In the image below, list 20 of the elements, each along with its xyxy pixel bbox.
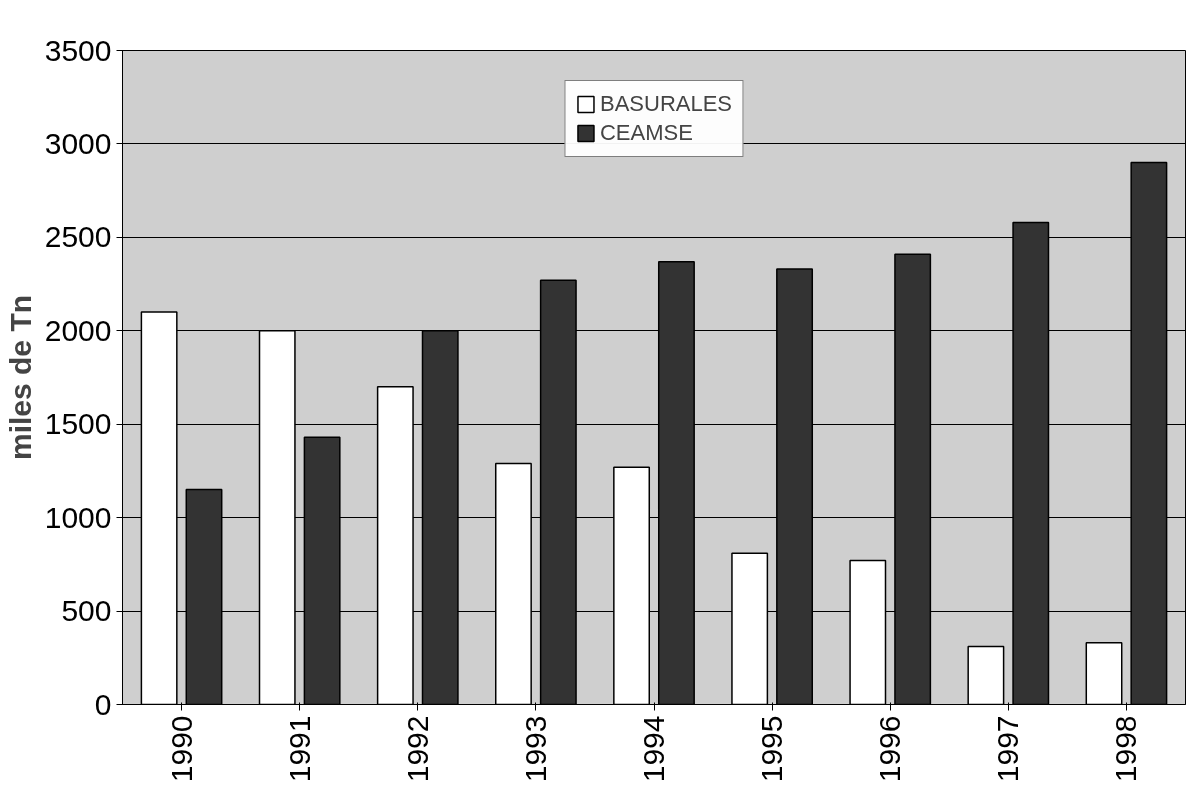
y-tick-label: 500 <box>61 594 112 628</box>
y-tick-label: 2000 <box>44 313 112 347</box>
x-tick-label: 1995 <box>755 715 789 783</box>
x-tick-label: 1998 <box>1109 715 1143 783</box>
y-tick-label: 0 <box>94 687 112 721</box>
x-tick-label: 1991 <box>282 715 316 783</box>
legend-label: CEAMSE <box>599 120 693 146</box>
x-tick-label: 1992 <box>400 715 434 783</box>
x-tick-label: 1990 <box>164 715 198 783</box>
y-tick-label: 1500 <box>44 407 112 441</box>
x-tick-label: 1994 <box>637 715 670 783</box>
y-axis-title: miles de Tn <box>3 294 37 461</box>
x-tick-label: 1997 <box>991 715 1025 783</box>
x-tick-label: 1993 <box>518 715 552 783</box>
y-tick-label: 2500 <box>44 220 112 254</box>
y-tick-label: 1000 <box>44 500 112 534</box>
legend-label: BASURALES <box>599 91 733 117</box>
y-tick-label: 3500 <box>44 33 112 67</box>
x-tick-label: 1996 <box>873 715 907 783</box>
y-tick-label: 3000 <box>44 126 112 160</box>
